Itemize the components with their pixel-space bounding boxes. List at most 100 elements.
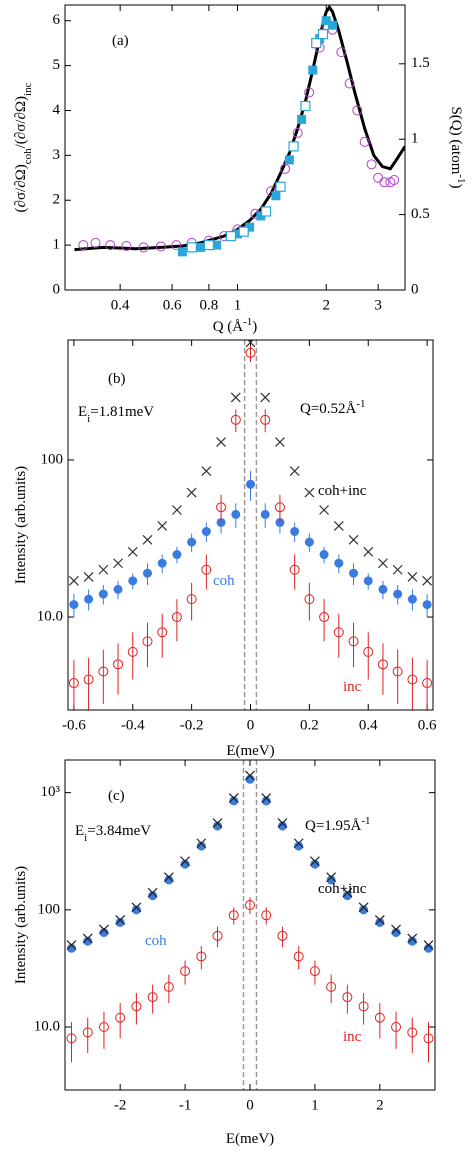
text-part: (c) [108,788,125,804]
x-tick-label: 0.6 [163,297,182,313]
y-tick-label: 10³ [41,784,61,800]
marker [231,509,241,519]
marker [127,646,138,657]
marker [82,1027,93,1038]
marker [309,966,320,977]
marker [230,414,241,425]
marker [393,589,403,599]
marker [82,933,93,944]
marker [342,891,352,901]
text-part: Intensity (arb.units) [13,466,29,584]
marker [363,646,374,657]
plot-area [74,5,405,257]
marker [196,841,206,851]
marker [407,674,418,685]
marker [245,222,255,232]
text-part: -1 [361,815,370,827]
annotation: Ei=1.81meV [78,404,154,424]
text-part: E(meV) [226,743,274,759]
x-tick-label: 1 [234,297,242,313]
annotation: Q=1.95Å-1 [305,815,371,835]
marker [359,905,369,915]
marker [164,875,174,885]
text-part: (b) [108,371,126,387]
marker [171,240,182,251]
text-part: inc [343,679,362,695]
marker [319,505,330,515]
text-part: coh+inc [318,881,367,897]
marker [407,1027,418,1038]
x-tick-label: -0.6 [62,717,86,733]
marker [260,392,271,403]
marker [378,584,388,594]
marker [342,992,353,1003]
text-part: coh [213,573,235,589]
marker [113,659,124,670]
marker [349,568,359,578]
text-part: i [84,832,87,844]
y2-tick-label: 0 [411,281,419,297]
marker [359,136,370,147]
marker [288,141,299,152]
marker [336,47,347,58]
marker [127,546,138,557]
marker [407,572,418,582]
marker [66,1033,77,1044]
annotation: coh+inc [318,483,367,499]
y-axis-label: (∂σ/∂Ω)coh/(∂σ/∂Ω)inc [13,82,33,212]
y2-tick-label: 1.5 [411,55,430,71]
marker [155,241,166,252]
marker [180,859,190,869]
marker [391,924,401,935]
marker [304,537,314,547]
marker [186,487,197,498]
text-part: =1.81meV [90,404,154,420]
marker [212,930,223,941]
marker [391,1022,402,1033]
marker [334,558,344,568]
annotation: coh [213,573,235,589]
text-part: (∂σ/∂Ω) [13,164,29,212]
text-part: -1 [243,316,252,328]
y-tick-label: 3 [53,147,61,163]
marker [277,930,288,941]
y-tick-label: 1 [53,237,61,253]
marker [99,924,109,935]
marker [121,241,132,252]
y2-tick-label: 0.5 [411,206,430,222]
marker [142,534,153,545]
marker [377,659,388,670]
x-tick-label: 0 [247,717,255,733]
text-part: E(meV) [226,1131,274,1147]
marker [294,841,304,851]
x-tick-label: 0.4 [111,297,130,313]
marker [157,558,167,568]
marker [142,636,153,647]
marker [171,612,182,623]
y-tick-label: 5 [53,57,61,73]
marker [290,527,300,537]
marker [232,229,242,239]
marker [157,627,168,638]
marker [66,940,77,951]
marker [378,558,388,569]
marker [407,594,417,604]
marker [297,114,307,124]
x-tick-label: 0.6 [418,717,437,733]
marker [83,936,93,946]
marker [212,240,222,250]
marker [392,564,403,575]
y2-axis-label: S(Q) (atom-1) [448,106,468,188]
marker [333,627,344,638]
annotation: (c) [108,788,125,804]
marker [326,981,337,992]
marker [348,636,359,647]
marker [131,902,142,913]
plot-area [66,770,434,1063]
marker [407,933,418,944]
text-part: -1 [455,174,467,183]
text-part: E [75,823,84,839]
marker [374,1012,385,1023]
marker [216,437,226,447]
text-part: Intensity (arb.units) [13,866,29,984]
